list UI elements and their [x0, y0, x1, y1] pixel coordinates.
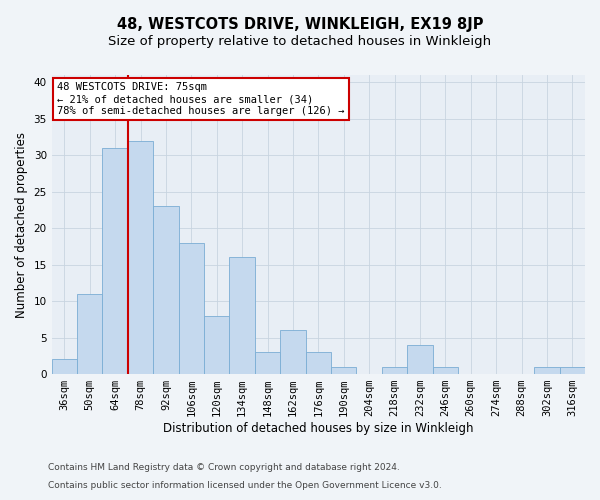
Text: 48 WESTCOTS DRIVE: 75sqm
← 21% of detached houses are smaller (34)
78% of semi-d: 48 WESTCOTS DRIVE: 75sqm ← 21% of detach…	[57, 82, 344, 116]
Bar	[229, 258, 255, 374]
Text: 48, WESTCOTS DRIVE, WINKLEIGH, EX19 8JP: 48, WESTCOTS DRIVE, WINKLEIGH, EX19 8JP	[117, 18, 483, 32]
Text: Contains public sector information licensed under the Open Government Licence v3: Contains public sector information licen…	[48, 481, 442, 490]
Bar	[560, 367, 585, 374]
Bar	[204, 316, 229, 374]
Bar	[179, 243, 204, 374]
Text: Contains HM Land Registry data © Crown copyright and database right 2024.: Contains HM Land Registry data © Crown c…	[48, 464, 400, 472]
Bar	[128, 140, 153, 374]
Bar	[433, 367, 458, 374]
Bar	[534, 367, 560, 374]
Bar	[407, 345, 433, 374]
Bar	[77, 294, 103, 374]
Y-axis label: Number of detached properties: Number of detached properties	[15, 132, 28, 318]
Bar	[52, 360, 77, 374]
Bar	[153, 206, 179, 374]
Bar	[255, 352, 280, 374]
Bar	[103, 148, 128, 374]
Bar	[305, 352, 331, 374]
Bar	[331, 367, 356, 374]
Bar	[382, 367, 407, 374]
X-axis label: Distribution of detached houses by size in Winkleigh: Distribution of detached houses by size …	[163, 422, 473, 435]
Bar	[280, 330, 305, 374]
Text: Size of property relative to detached houses in Winkleigh: Size of property relative to detached ho…	[109, 35, 491, 48]
